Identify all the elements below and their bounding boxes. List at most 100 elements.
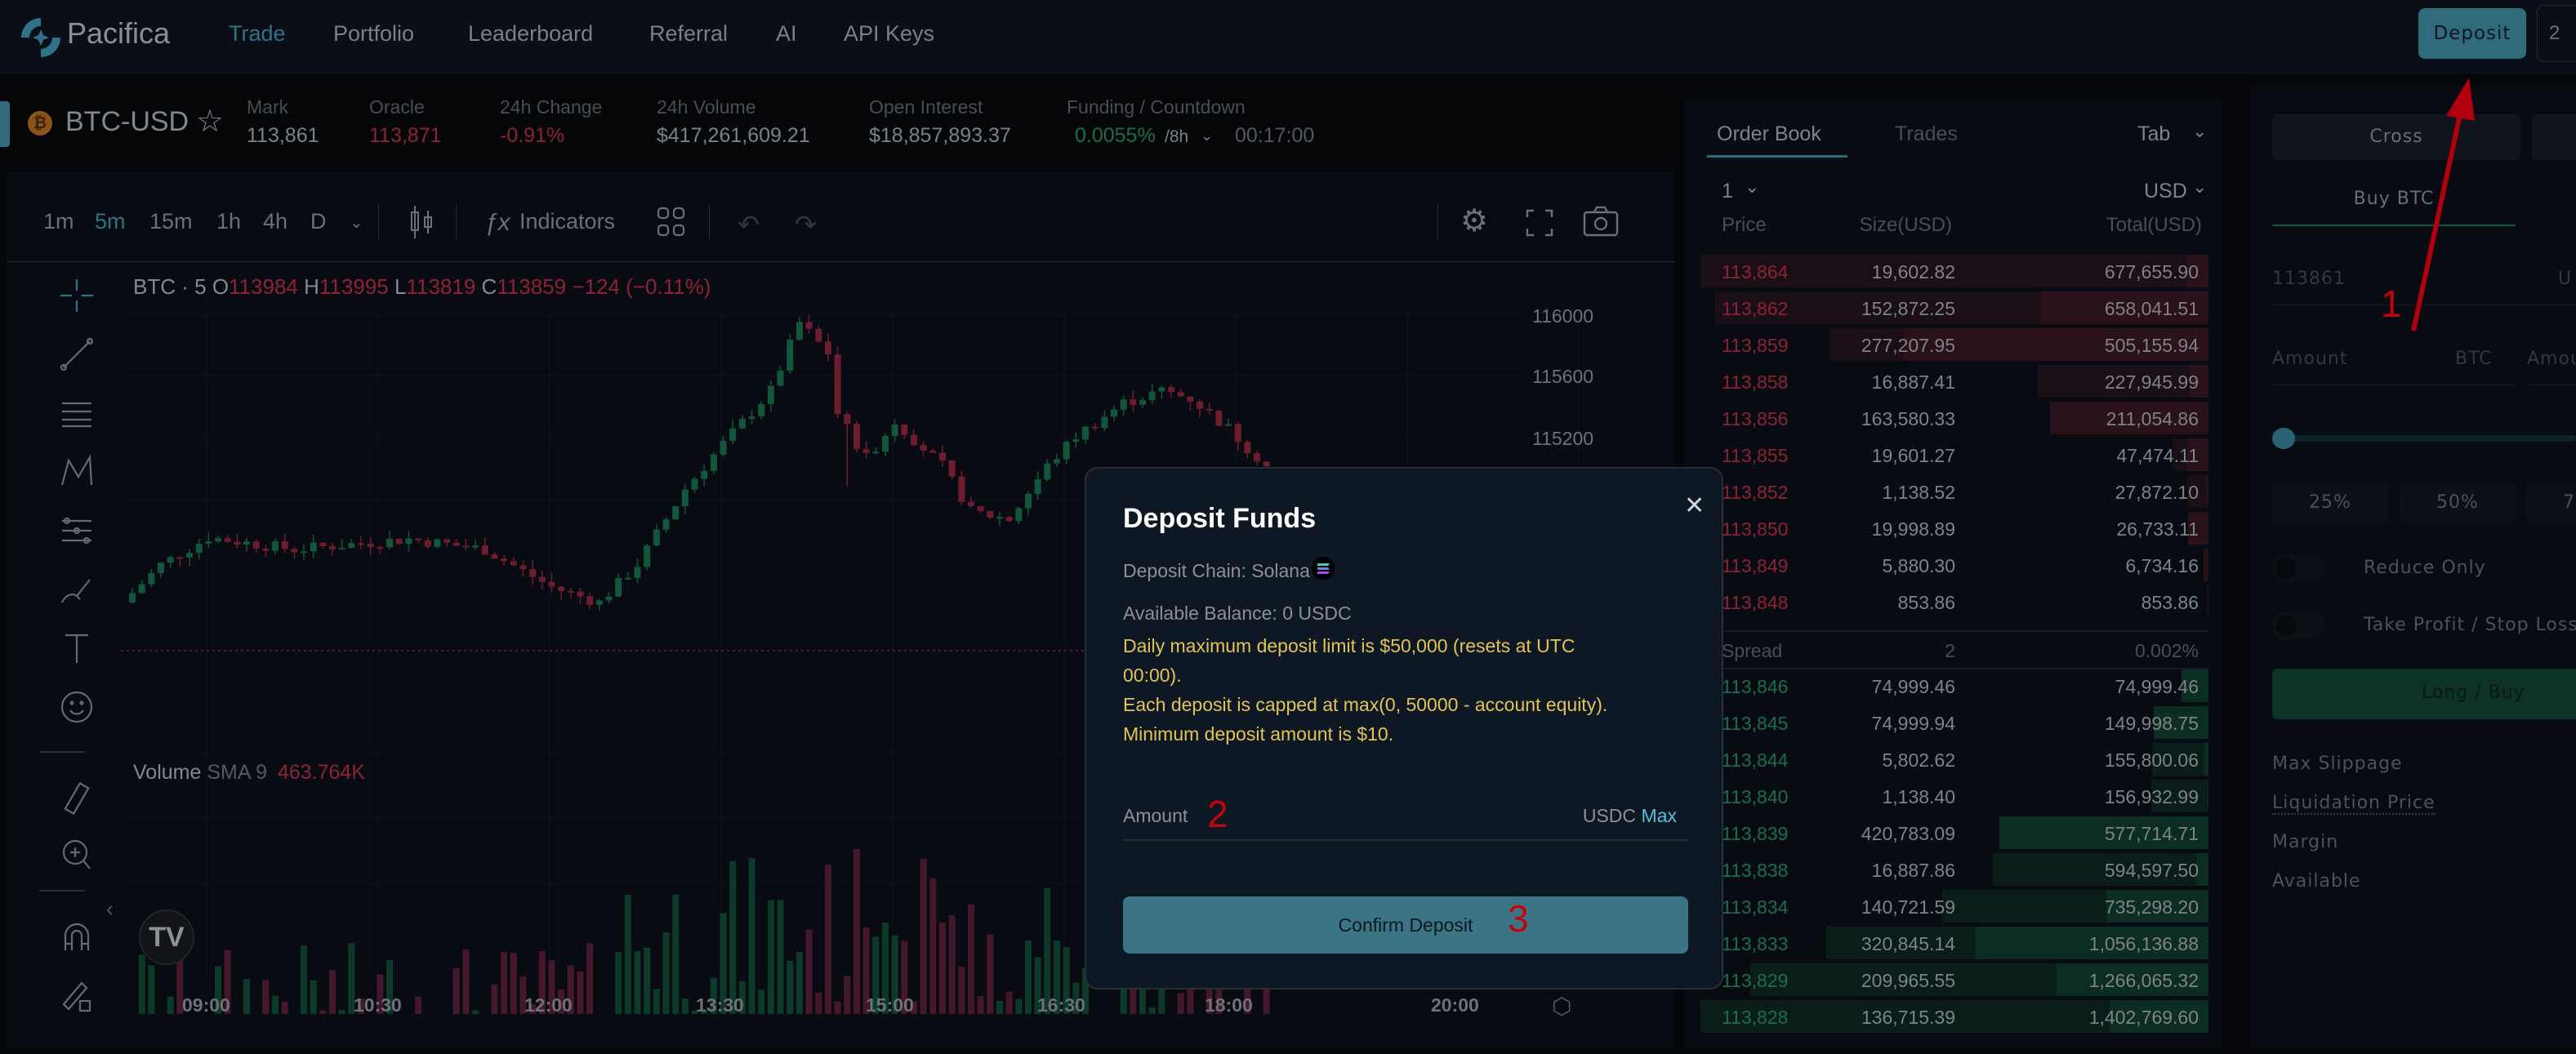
ask-row[interactable]: 113,855 19,601.27 47,474.11 <box>1700 438 2208 471</box>
interval-1m[interactable]: 1m <box>43 209 74 233</box>
leverage-button[interactable] <box>2532 114 2576 160</box>
bid-row[interactable]: 113,846 74,999.46 74,999.46 <box>1700 669 2208 702</box>
ask-row[interactable]: 113,848 853.86 853.86 <box>1700 585 2208 618</box>
liquidation-price-label[interactable]: Liquidation Price <box>2272 793 2436 815</box>
nav-trade[interactable]: Trade <box>229 21 286 46</box>
projection-icon[interactable] <box>57 511 96 550</box>
collapse-chevron-icon[interactable]: ‹ <box>106 896 114 921</box>
redo-icon[interactable]: ↷ <box>795 210 817 239</box>
lock-drawings-icon[interactable] <box>57 976 96 1016</box>
layout-grid-icon[interactable] <box>656 206 687 238</box>
percent-75-button[interactable]: 7 <box>2527 483 2576 523</box>
ask-row[interactable]: 113,862 152,872.25 658,041.51 <box>1700 291 2208 324</box>
favorite-star-icon[interactable]: ☆ <box>196 105 225 139</box>
tradingview-logo-icon[interactable]: TV <box>139 909 194 965</box>
candle-type-icon[interactable] <box>407 204 436 240</box>
tab-trades[interactable]: Trades <box>1895 122 1958 145</box>
percent-50-button[interactable]: 50% <box>2400 483 2516 523</box>
percent-25-button[interactable]: 25% <box>2272 483 2388 523</box>
magnet-icon[interactable] <box>57 918 96 957</box>
nav-portfolio[interactable]: Portfolio <box>333 21 415 46</box>
zoom-in-icon[interactable] <box>57 836 96 875</box>
ask-row[interactable]: 113,856 163,580.33 211,054.86 <box>1700 402 2208 434</box>
max-button[interactable]: Max <box>1641 805 1677 826</box>
nav-api-keys[interactable]: API Keys <box>844 21 935 46</box>
bid-row[interactable]: 113,838 16,887.86 594,597.50 <box>1700 853 2208 886</box>
funding-period[interactable]: /8h <box>1165 127 1189 146</box>
sidebar-toggle-button[interactable] <box>0 101 10 147</box>
ask-row[interactable]: 113,858 16,887.41 227,945.99 <box>1700 365 2208 398</box>
unit-dropdown[interactable]: USD <box>2144 180 2187 202</box>
chevron-down-icon[interactable]: ⌄ <box>2192 176 2208 197</box>
chevron-down-icon[interactable]: ⌄ <box>2192 121 2208 141</box>
bid-row[interactable]: 113,840 1,138.40 156,932.99 <box>1700 780 2208 812</box>
reduce-only-toggle[interactable] <box>2272 554 2324 582</box>
slider-thumb[interactable] <box>2272 428 2295 449</box>
volume-bar <box>510 953 517 1014</box>
amount-slider[interactable] <box>2272 435 2576 442</box>
interval-1h[interactable]: 1h <box>216 209 242 233</box>
margin-mode-button[interactable]: Cross <box>2272 114 2520 160</box>
ask-row[interactable]: 113,849 5,880.30 6,734.16 <box>1700 549 2208 581</box>
ask-row[interactable]: 113,850 19,998.89 26,733.11 <box>1700 512 2208 545</box>
nav-referral[interactable]: Referral <box>649 21 729 46</box>
nav-ai[interactable]: AI <box>776 21 797 46</box>
price-input[interactable]: 113861 <box>2272 269 2346 289</box>
emoji-icon[interactable] <box>57 687 96 727</box>
bid-row[interactable]: 113,828 136,715.39 1,402,769.60 <box>1700 1000 2208 1033</box>
funding-countdown: 00:17:00 <box>1235 124 1315 147</box>
amount-input[interactable]: Amount <box>2272 349 2348 369</box>
text-icon[interactable] <box>57 629 96 668</box>
price-chart[interactable] <box>121 263 1673 1014</box>
close-icon[interactable]: ✕ <box>1684 492 1705 519</box>
bid-row[interactable]: 113,844 5,802.62 155,800.06 <box>1700 743 2208 776</box>
interval-chevron-down-icon[interactable]: ⌄ <box>350 214 363 232</box>
screenshot-camera-icon[interactable] <box>1583 206 1619 238</box>
bid-row[interactable]: 113,833 320,845.14 1,056,136.88 <box>1700 927 2208 959</box>
tab-buy[interactable]: Buy BTC <box>2353 189 2435 209</box>
amount-usd-input[interactable]: Amou <box>2527 349 2576 369</box>
bid-row[interactable]: 113,845 74,999.94 149,998.75 <box>1700 706 2208 739</box>
tab-menu-dropdown[interactable]: Tab <box>2137 122 2171 145</box>
brand-name[interactable]: Pacifica <box>67 16 171 50</box>
grouping-dropdown[interactable]: 1 <box>1722 180 1733 202</box>
undo-icon[interactable]: ↶ <box>738 210 760 239</box>
axis-settings-icon[interactable]: ⬡ <box>1552 994 1572 1019</box>
confirm-deposit-button[interactable]: Confirm Deposit <box>1123 896 1688 954</box>
volume-bar <box>920 858 927 1014</box>
brush-icon[interactable] <box>57 570 96 609</box>
divider <box>1437 204 1438 240</box>
settings-gear-icon[interactable]: ⚙ <box>1460 204 1489 238</box>
indicators-button[interactable]: Indicators <box>519 209 616 233</box>
market-symbol[interactable]: BTC-USD <box>65 106 189 137</box>
ask-row[interactable]: 113,859 277,207.95 505,155.94 <box>1700 328 2208 361</box>
tp-sl-toggle[interactable] <box>2272 611 2324 639</box>
amount-input[interactable]: Amount USDC Max <box>1123 795 1687 833</box>
long-buy-button[interactable]: Long / Buy <box>2272 669 2576 719</box>
chevron-down-icon[interactable]: ⌄ <box>1201 127 1214 144</box>
tab-order-book[interactable]: Order Book <box>1717 122 1821 145</box>
interval-4h[interactable]: 4h <box>263 209 288 233</box>
pattern-icon[interactable] <box>57 452 96 491</box>
bid-row[interactable]: 113,834 140,721.59 735,298.20 <box>1700 890 2208 923</box>
interval-d[interactable]: D <box>310 209 327 233</box>
ruler-icon[interactable] <box>57 779 96 818</box>
time-tick: 13:30 <box>696 994 744 1016</box>
crosshair-icon[interactable] <box>57 276 96 315</box>
total: 27,872.10 <box>2115 482 2199 503</box>
account-button[interactable]: 2 <box>2537 5 2576 62</box>
fib-lines-icon[interactable] <box>57 394 96 433</box>
volume-bar <box>329 970 336 1014</box>
interval-5m[interactable]: 5m <box>95 209 126 233</box>
interval-15m[interactable]: 15m <box>149 209 193 233</box>
ask-row[interactable]: 113,852 1,138.52 27,872.10 <box>1700 475 2208 508</box>
fullscreen-icon[interactable] <box>1526 209 1553 237</box>
bid-row[interactable]: 113,829 209,965.55 1,266,065.32 <box>1700 963 2208 996</box>
ask-row[interactable]: 113,864 19,602.82 677,655.90 <box>1700 255 2208 287</box>
trend-line-icon[interactable] <box>57 335 96 374</box>
bid-row[interactable]: 113,839 420,783.09 577,714.71 <box>1700 816 2208 849</box>
nav-leaderboard[interactable]: Leaderboard <box>468 21 594 46</box>
fx-icon[interactable]: ƒx <box>484 209 510 236</box>
chevron-down-icon[interactable]: ⌄ <box>1745 176 1760 197</box>
deposit-button[interactable]: Deposit <box>2418 8 2526 59</box>
